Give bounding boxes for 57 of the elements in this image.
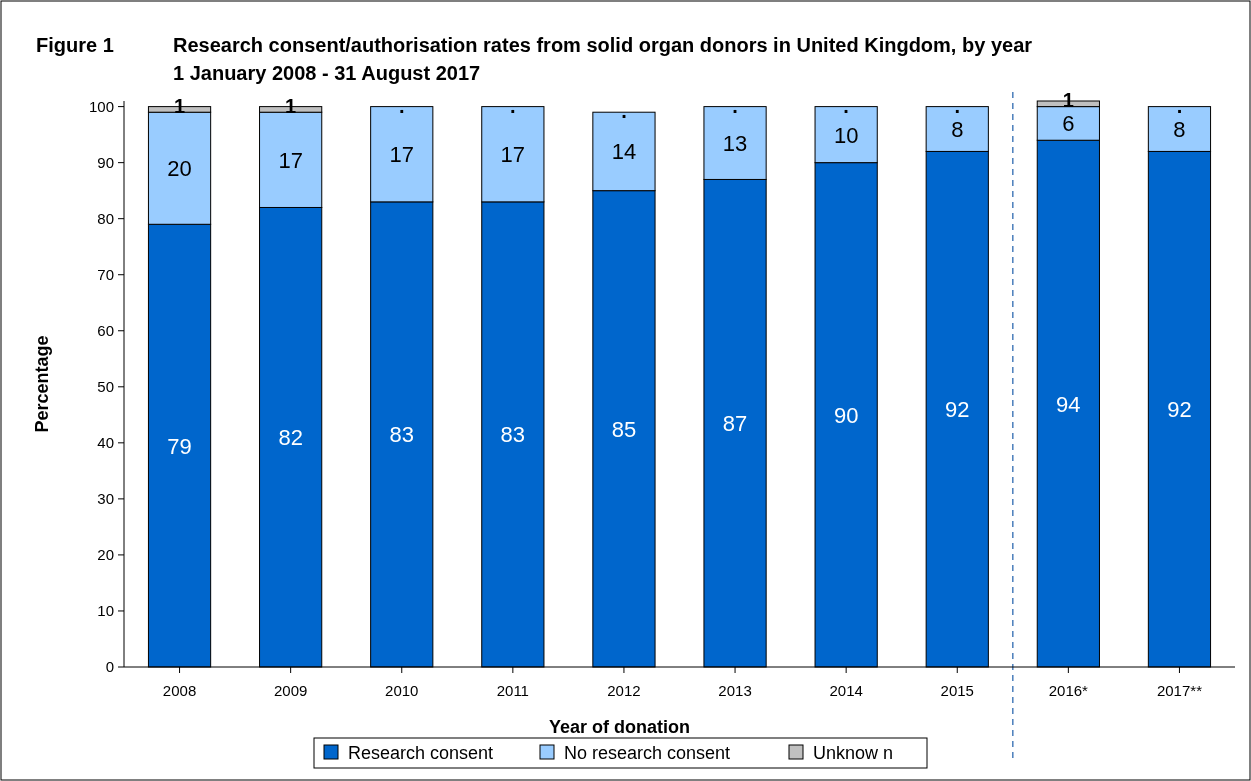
x-tick-label: 2017** <box>1156 682 1203 699</box>
legend-label: Unknow n <box>813 743 894 763</box>
data-label: 14 <box>611 139 637 165</box>
data-label: . <box>621 100 627 123</box>
data-label: . <box>510 94 516 117</box>
x-tick-label: 2013 <box>718 682 752 699</box>
y-tick-label: 60 <box>97 321 114 339</box>
data-label: . <box>843 94 849 117</box>
data-label: . <box>732 94 738 117</box>
data-label: 1 <box>1062 89 1074 111</box>
x-tick-label: 2011 <box>496 682 529 699</box>
data-label: 92 <box>945 397 970 423</box>
x-tick-label: 2008 <box>162 682 197 699</box>
data-label: 17 <box>389 142 414 168</box>
x-tick-label: 2014 <box>829 682 863 699</box>
y-tick-label: 90 <box>97 153 114 171</box>
legend-label: No research consent <box>564 743 731 763</box>
data-label: 79 <box>167 433 192 459</box>
data-label: 20 <box>167 156 192 182</box>
y-tick-label: 100 <box>88 97 114 115</box>
data-label: 92 <box>1167 397 1192 423</box>
data-label: 17 <box>500 142 526 168</box>
data-label: 10 <box>833 122 859 148</box>
y-tick-label: 80 <box>97 209 114 227</box>
y-tick-label: 20 <box>97 545 114 563</box>
data-label: 83 <box>389 422 414 448</box>
x-tick-label: 2009 <box>273 682 308 699</box>
chart-subtitle: 1 January 2008 - 31 August 2017 <box>173 62 481 84</box>
x-tick-label: 2010 <box>385 682 419 699</box>
data-label: 94 <box>1056 391 1081 417</box>
data-label: 83 <box>500 422 526 448</box>
x-tick-label: 2016* <box>1048 682 1089 699</box>
x-tick-label: 2012 <box>607 682 641 699</box>
x-axis-title: Year of donation <box>548 717 691 737</box>
x-tick-label: 2015 <box>940 682 974 699</box>
y-tick-label: 40 <box>97 433 114 451</box>
data-label: 82 <box>278 425 303 451</box>
data-label: 6 <box>1062 111 1075 137</box>
y-tick-label: 30 <box>97 489 114 507</box>
caption: Figure 1 <box>36 34 114 56</box>
data-label: 13 <box>722 131 748 157</box>
data-label: 8 <box>951 117 964 143</box>
data-label: 87 <box>722 411 748 437</box>
y-tick-label: 50 <box>97 377 114 395</box>
data-label: . <box>954 94 961 117</box>
y-tick-label: 10 <box>97 601 114 619</box>
y-axis-title: Percentage <box>32 335 52 433</box>
legend-label: Research consent <box>348 743 494 763</box>
data-label: 17 <box>278 147 303 173</box>
data-label: . <box>398 94 405 117</box>
data-label: . <box>1176 94 1183 117</box>
data-label: 90 <box>833 402 859 428</box>
data-label: 85 <box>611 416 637 442</box>
data-label: 8 <box>1173 117 1186 143</box>
chart-title: Research consent/authorisation rates from solid organ donors in United Kingdom, by year <box>173 34 1033 56</box>
y-tick-label: 70 <box>97 265 114 283</box>
y-tick-label: 0 <box>105 658 114 675</box>
